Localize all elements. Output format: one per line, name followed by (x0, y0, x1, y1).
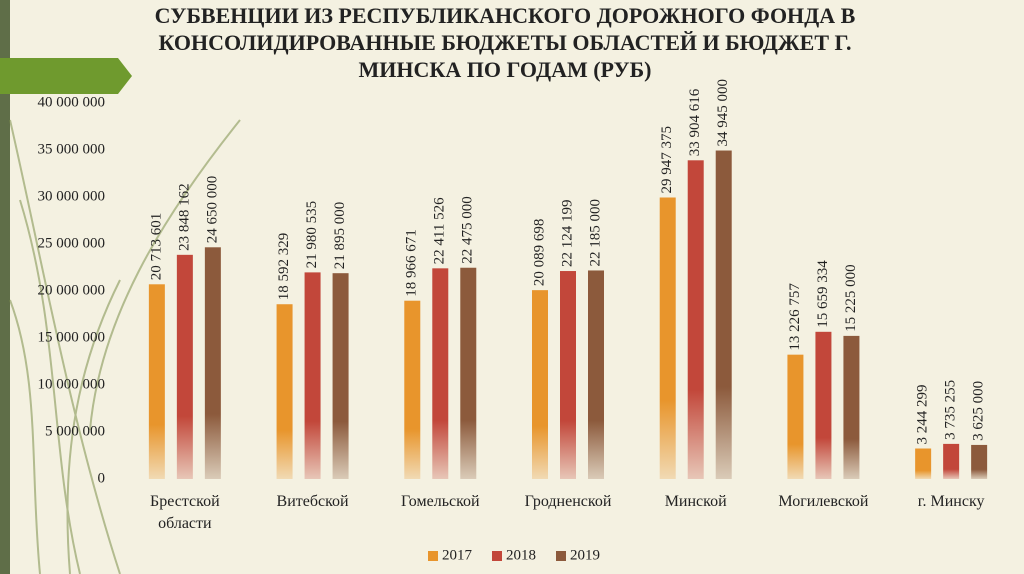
value-label: 3 625 000 (971, 381, 987, 441)
value-label: 13 226 757 (787, 283, 803, 351)
y-tick-label: 15 000 000 (38, 329, 106, 345)
bar (943, 443, 960, 479)
value-label: 33 904 616 (687, 88, 703, 156)
y-tick-label: 40 000 000 (38, 94, 106, 110)
y-tick-label: 10 000 000 (38, 376, 106, 392)
bar (971, 444, 988, 479)
value-label: 18 592 329 (276, 233, 292, 301)
x-tick-label: Могилевской (778, 493, 869, 510)
x-tick-label: Гомельской (400, 493, 480, 510)
y-tick-label: 30 000 000 (38, 188, 106, 204)
bar (176, 254, 193, 479)
value-label: 22 475 000 (460, 196, 476, 264)
value-label: 23 848 162 (176, 183, 192, 251)
value-label: 22 411 526 (432, 197, 448, 264)
chart-title: СУБВЕНЦИИ ИЗ РЕСПУБЛИКАНСКОГО ДОРОЖНОГО … (154, 3, 856, 82)
legend-swatch (556, 551, 566, 561)
y-tick-label: 20 000 000 (38, 282, 106, 298)
value-label: 20 713 601 (148, 213, 164, 281)
value-label: 22 124 199 (559, 200, 575, 268)
bar (404, 300, 421, 479)
value-label: 20 089 698 (531, 219, 547, 287)
bar (304, 272, 321, 479)
bar (148, 284, 165, 479)
x-tick-label: Гродненской (524, 493, 612, 510)
bar (843, 335, 860, 479)
value-label: 24 650 000 (204, 176, 220, 244)
x-tick-label: Минской (664, 493, 727, 510)
value-label: 15 225 000 (843, 264, 859, 332)
bar (332, 273, 349, 479)
bar (432, 268, 449, 479)
value-label: 3 244 299 (915, 385, 931, 445)
bar (787, 354, 804, 479)
bar (276, 304, 293, 479)
x-tick-label: г. Минску (917, 493, 985, 510)
bar (532, 290, 548, 479)
value-label: 34 945 000 (715, 79, 731, 147)
legend-label: 2018 (506, 547, 536, 563)
value-label: 21 895 000 (332, 202, 348, 270)
bar (659, 197, 676, 479)
bar (815, 331, 832, 479)
y-tick-label: 5 000 000 (45, 423, 105, 439)
curves-decoration (9, 119, 241, 574)
value-label: 15 659 334 (815, 260, 831, 328)
arrow-decoration (0, 58, 132, 94)
legend-swatch (428, 551, 438, 561)
value-label: 18 966 671 (404, 229, 420, 297)
bar (204, 247, 221, 479)
bar (460, 267, 477, 479)
y-tick-label: 35 000 000 (38, 141, 106, 157)
x-tick-label: Витебской (276, 493, 349, 510)
x-tick-label: Брестской области (150, 493, 220, 532)
y-tick-label: 0 (98, 470, 106, 486)
side-stripe (0, 0, 10, 574)
bar (588, 270, 604, 479)
bar (687, 160, 704, 479)
legend-label: 2017 (442, 547, 473, 563)
bar (560, 271, 576, 479)
value-label: 29 947 375 (659, 126, 675, 194)
value-label: 22 185 000 (587, 199, 603, 267)
value-label: 3 735 255 (943, 380, 959, 440)
y-tick-label: 25 000 000 (38, 235, 106, 251)
legend-label: 2019 (570, 547, 600, 563)
value-label: 21 980 535 (304, 201, 320, 269)
bar (915, 448, 932, 479)
bar (715, 150, 732, 479)
legend-swatch (492, 551, 502, 561)
